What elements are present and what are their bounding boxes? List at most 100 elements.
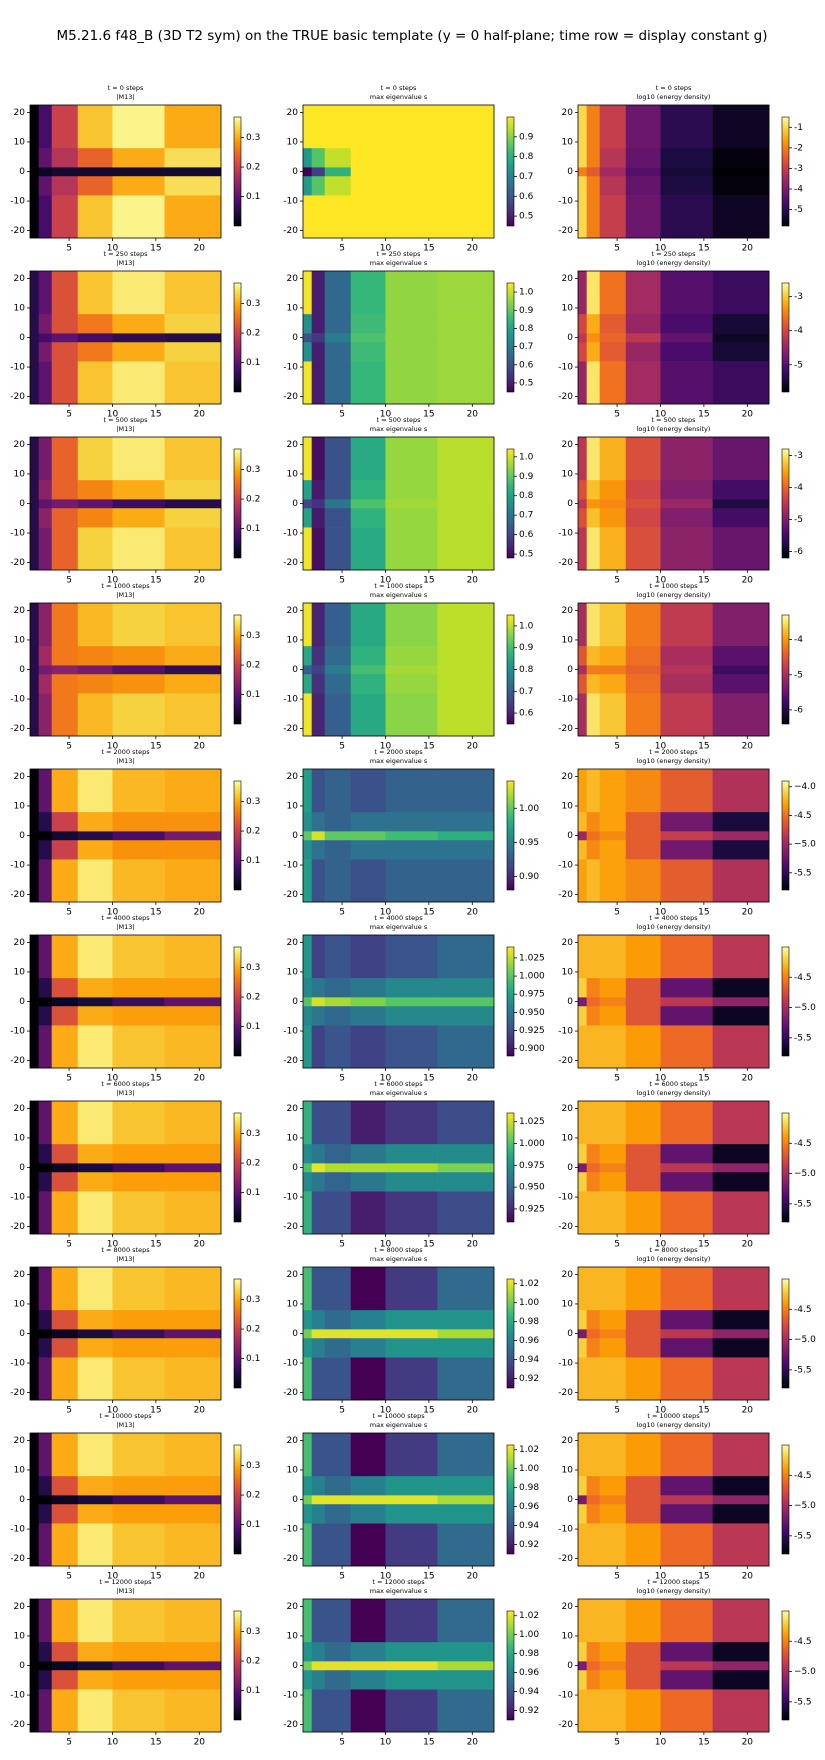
panel-title: t = 500 steps <box>376 416 421 424</box>
x-tick-label: 20 <box>194 244 206 254</box>
heatmap-cell <box>38 479 53 500</box>
heatmap-cell <box>311 811 326 832</box>
heatmap-cell <box>578 341 587 362</box>
y-tick-label: 20 <box>14 1104 26 1114</box>
heatmap-cell <box>30 167 39 177</box>
heatmap-cell <box>586 167 601 177</box>
colorbar-tick-label: -4.5 <box>794 811 812 821</box>
heatmap-cell <box>164 1267 222 1311</box>
colorbar-tick-label: 0.98 <box>519 1317 539 1327</box>
heatmap-cell <box>625 665 661 675</box>
heatmap-cell <box>324 1661 352 1671</box>
colorbar-tick-label: -3 <box>794 451 803 461</box>
y-tick-label: -20 <box>10 1554 25 1564</box>
heatmap-cell <box>324 673 352 694</box>
heatmap-cell <box>51 859 79 903</box>
heatmap-cell <box>77 341 113 362</box>
heatmap-cell <box>599 1171 627 1192</box>
colorbar-tick-label: 0.2 <box>246 163 260 173</box>
heatmap-cell <box>77 1357 113 1401</box>
x-tick-label: 15 <box>150 1738 161 1748</box>
heatmap-cell <box>30 1357 39 1401</box>
heatmap-cell <box>578 1337 587 1358</box>
x-tick-label: 10 <box>655 1074 667 1084</box>
heatmap-cell <box>303 1309 312 1330</box>
heatmap-cell <box>437 1641 495 1662</box>
y-tick-label: 10 <box>562 469 574 479</box>
x-tick-label: 15 <box>150 576 161 586</box>
heatmap-cell <box>30 977 39 998</box>
heatmap-cell <box>112 1329 165 1339</box>
heatmap-cell <box>586 1005 601 1026</box>
panel-subtitle: |M13| <box>116 757 134 765</box>
heatmap-cell <box>599 1163 627 1173</box>
heatmap-cell <box>164 361 222 405</box>
panel-title: t = 0 steps <box>108 84 144 92</box>
heatmap-cell <box>625 1337 661 1358</box>
heatmap-cell <box>51 1025 79 1069</box>
heatmap-cell <box>164 1005 222 1026</box>
heatmap-cell <box>599 693 627 737</box>
heatmap-cell <box>30 1337 39 1358</box>
heatmap-cell <box>385 673 438 694</box>
heatmap-cell <box>712 1191 770 1235</box>
heatmap-cell <box>38 673 53 694</box>
heatmap-cell <box>311 341 326 362</box>
heatmap-cell <box>77 859 113 903</box>
y-tick-label: 0 <box>19 997 25 1007</box>
heatmap-cell <box>324 507 352 528</box>
panel-title: t = 4000 steps <box>374 914 423 922</box>
colorbar-tick-label: 0.5 <box>519 378 533 388</box>
heatmap-cell <box>350 1005 386 1026</box>
heatmap-cell <box>324 859 352 903</box>
heatmap-cell <box>625 977 661 998</box>
heatmap-cell <box>30 361 39 405</box>
y-tick-label: -10 <box>283 363 298 373</box>
heatmap-cell <box>625 1433 661 1477</box>
heatmap-cell <box>164 859 222 903</box>
heatmap-cell <box>599 313 627 334</box>
x-tick-label: 5 <box>614 908 620 918</box>
heatmap-cell <box>437 175 495 196</box>
colorbar-tick-label: 0.7 <box>519 511 533 521</box>
heatmap-cell <box>51 977 79 998</box>
heatmap-cell <box>586 1433 601 1477</box>
heatmap-cell <box>51 1337 79 1358</box>
heatmap-cell <box>303 147 312 168</box>
x-tick-label: 20 <box>194 908 206 918</box>
y-tick-label: -10 <box>10 1525 25 1535</box>
heatmap-cell <box>303 313 312 334</box>
heatmap-cell <box>350 935 386 979</box>
heatmap-cell <box>303 167 312 177</box>
heatmap-cell <box>350 313 386 334</box>
colorbar-tick-label: -5 <box>794 205 803 215</box>
heatmap-cell <box>51 1495 79 1505</box>
heatmap-cell <box>77 977 113 998</box>
y-tick-label: 0 <box>19 1661 25 1671</box>
heatmap-cell <box>437 831 495 841</box>
heatmap-cell <box>324 1025 352 1069</box>
heatmap-cell <box>578 1661 587 1671</box>
y-tick-label: 0 <box>567 333 573 343</box>
x-tick-label: 10 <box>655 1406 667 1416</box>
x-tick-label: 10 <box>380 244 392 254</box>
x-tick-label: 15 <box>698 244 709 254</box>
heatmap-cell <box>38 977 53 998</box>
colorbar-tick-label: -4.5 <box>794 1305 812 1315</box>
heatmap-cell <box>303 1101 312 1145</box>
heatmap-cell <box>112 693 165 737</box>
panel-title: t = 500 steps <box>103 416 148 424</box>
colorbar-tick-label: 0.8 <box>519 152 534 162</box>
y-tick-label: 20 <box>14 274 26 284</box>
heatmap-cell <box>712 1337 770 1358</box>
heatmap-cell <box>77 1337 113 1358</box>
heatmap-cell <box>599 1599 627 1643</box>
y-tick-label: 10 <box>287 1133 299 1143</box>
heatmap-cell <box>437 1495 495 1505</box>
y-tick-label: -10 <box>558 1027 573 1037</box>
y-tick-label: 20 <box>562 938 574 948</box>
heatmap-cell <box>437 1267 495 1311</box>
heatmap-cell <box>385 175 438 196</box>
y-tick-label: -20 <box>558 1554 573 1564</box>
heatmap-cell <box>712 175 770 196</box>
